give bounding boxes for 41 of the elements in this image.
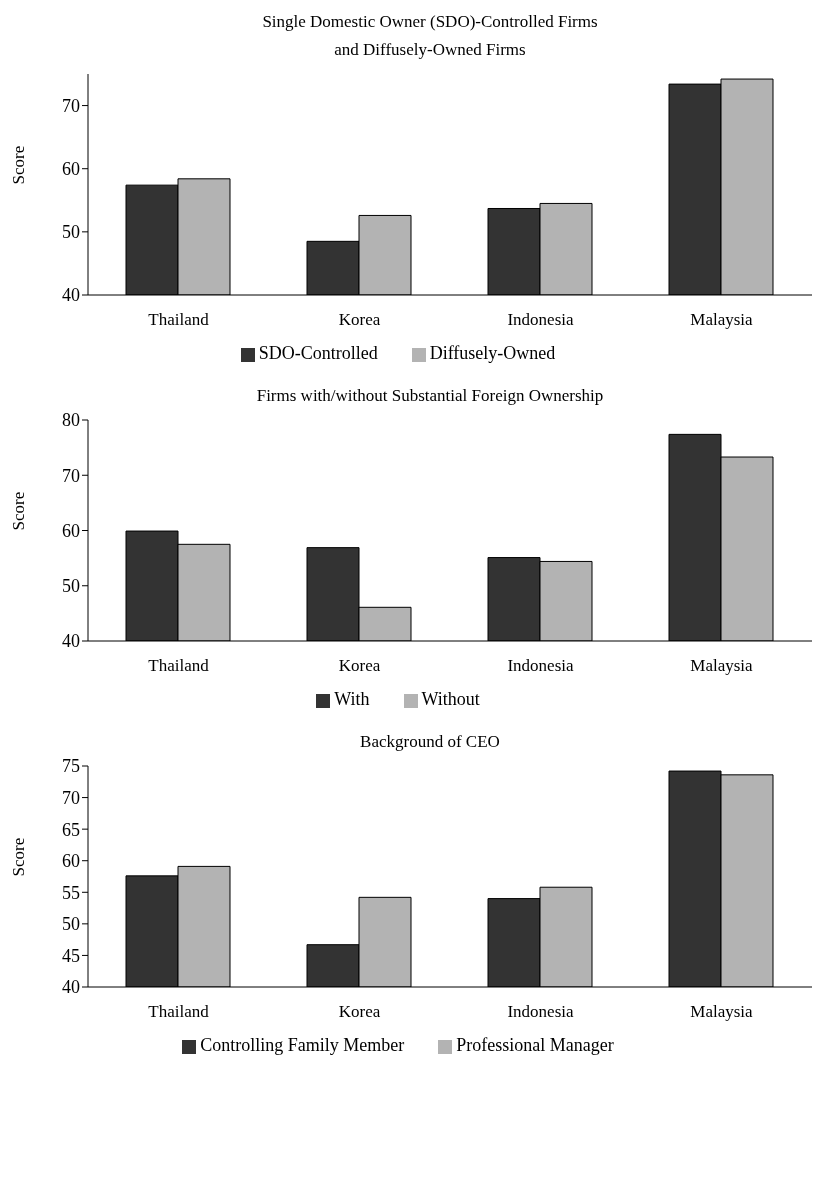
x-tick-label: Korea — [338, 310, 381, 330]
x-tick-label: Malaysia — [690, 656, 754, 676]
legend-label: Diffusely-Owned — [429, 343, 556, 363]
x-tick-label: Korea — [338, 1002, 381, 1022]
y-tick-label: 60 — [62, 159, 80, 180]
y-tick-label: 65 — [62, 819, 80, 840]
y-tick-label: 70 — [62, 787, 80, 808]
x-tick-label: Korea — [338, 656, 381, 676]
y-tick-label: 60 — [62, 520, 80, 541]
x-tick-label: Thailand — [148, 1002, 210, 1022]
x-tick-label: Indonesia — [507, 656, 574, 676]
y-tick-label: 50 — [62, 222, 80, 243]
legend-label: Controlling Family Member — [200, 1035, 405, 1055]
y-tick-label: 55 — [62, 882, 80, 903]
x-tick-label: Thailand — [148, 310, 210, 330]
legend-label: SDO-Controlled — [258, 343, 378, 363]
x-tick-label: Malaysia — [690, 310, 754, 330]
legend-label: With — [334, 689, 370, 709]
y-tick-label: 40 — [62, 631, 80, 652]
y-tick-label: 80 — [62, 410, 80, 431]
y-tick-label: 40 — [62, 285, 80, 306]
legend-label: Professional Manager — [456, 1035, 614, 1055]
y-tick-label: 70 — [62, 95, 80, 116]
y-axis-title: Score — [9, 145, 29, 185]
y-tick-label: 50 — [62, 576, 80, 597]
y-tick-label: 45 — [62, 945, 80, 966]
y-axis-title: Score — [9, 491, 29, 531]
chart-title: Firms with/without Substantial Foreign Ownership — [255, 385, 605, 407]
y-tick-label: 75 — [62, 756, 80, 777]
legend-label: Without — [421, 689, 480, 709]
y-tick-label: 40 — [62, 977, 80, 998]
chart-title: Background of CEO — [359, 731, 501, 753]
y-tick-label: 70 — [62, 465, 80, 486]
x-tick-label: Indonesia — [507, 1002, 574, 1022]
chart-title: Single Domestic Owner (SDO)-Controlled Firms and Diffusely-Owned Firms — [261, 11, 599, 61]
y-tick-label: 60 — [62, 851, 80, 872]
x-tick-label: Malaysia — [690, 1002, 754, 1022]
x-tick-label: Thailand — [148, 656, 210, 676]
x-tick-label: Indonesia — [507, 310, 574, 330]
y-tick-label: 50 — [62, 914, 80, 935]
y-axis-title: Score — [9, 837, 29, 877]
